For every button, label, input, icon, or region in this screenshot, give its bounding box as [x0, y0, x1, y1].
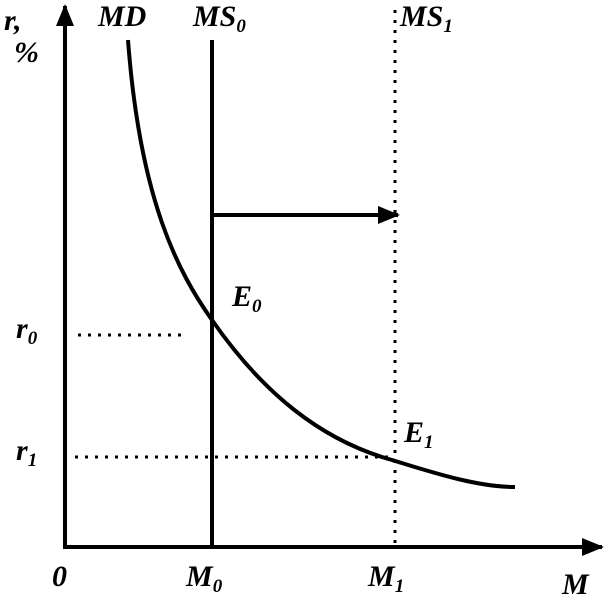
md-curve — [126, 39, 516, 489]
md-label: MD — [97, 0, 146, 33]
label-text: M — [185, 560, 214, 593]
label-sub: 1 — [443, 16, 453, 37]
ms0-label: MS0 — [192, 0, 246, 37]
r0-label: r0 — [16, 312, 38, 349]
label-text: MS — [192, 0, 236, 33]
y-title: r, — [4, 4, 22, 37]
label-text: M — [367, 560, 396, 593]
e1-label: E1 — [403, 416, 434, 453]
label-sub: 1 — [424, 432, 434, 453]
label-sub: 0 — [213, 576, 223, 597]
r1-label: r1 — [16, 434, 37, 471]
label-text: E — [403, 416, 424, 449]
label-sub: 1 — [28, 450, 38, 471]
label-sub: 0 — [252, 296, 262, 317]
label-text: r — [16, 312, 28, 345]
y-title: % — [14, 36, 39, 69]
ms1-label: MS1 — [399, 0, 453, 37]
m1-label: M1 — [367, 560, 404, 597]
label-sub: 1 — [395, 576, 405, 597]
e0-label: E0 — [231, 280, 262, 317]
x-title: M — [561, 568, 590, 601]
origin-label: 0 — [52, 560, 67, 593]
m0-label: M0 — [185, 560, 223, 597]
label-text: MS — [399, 0, 443, 33]
label-text: E — [231, 280, 252, 313]
label-sub: 0 — [28, 328, 38, 349]
label-sub: 0 — [236, 16, 246, 37]
label-text: r — [16, 434, 28, 467]
